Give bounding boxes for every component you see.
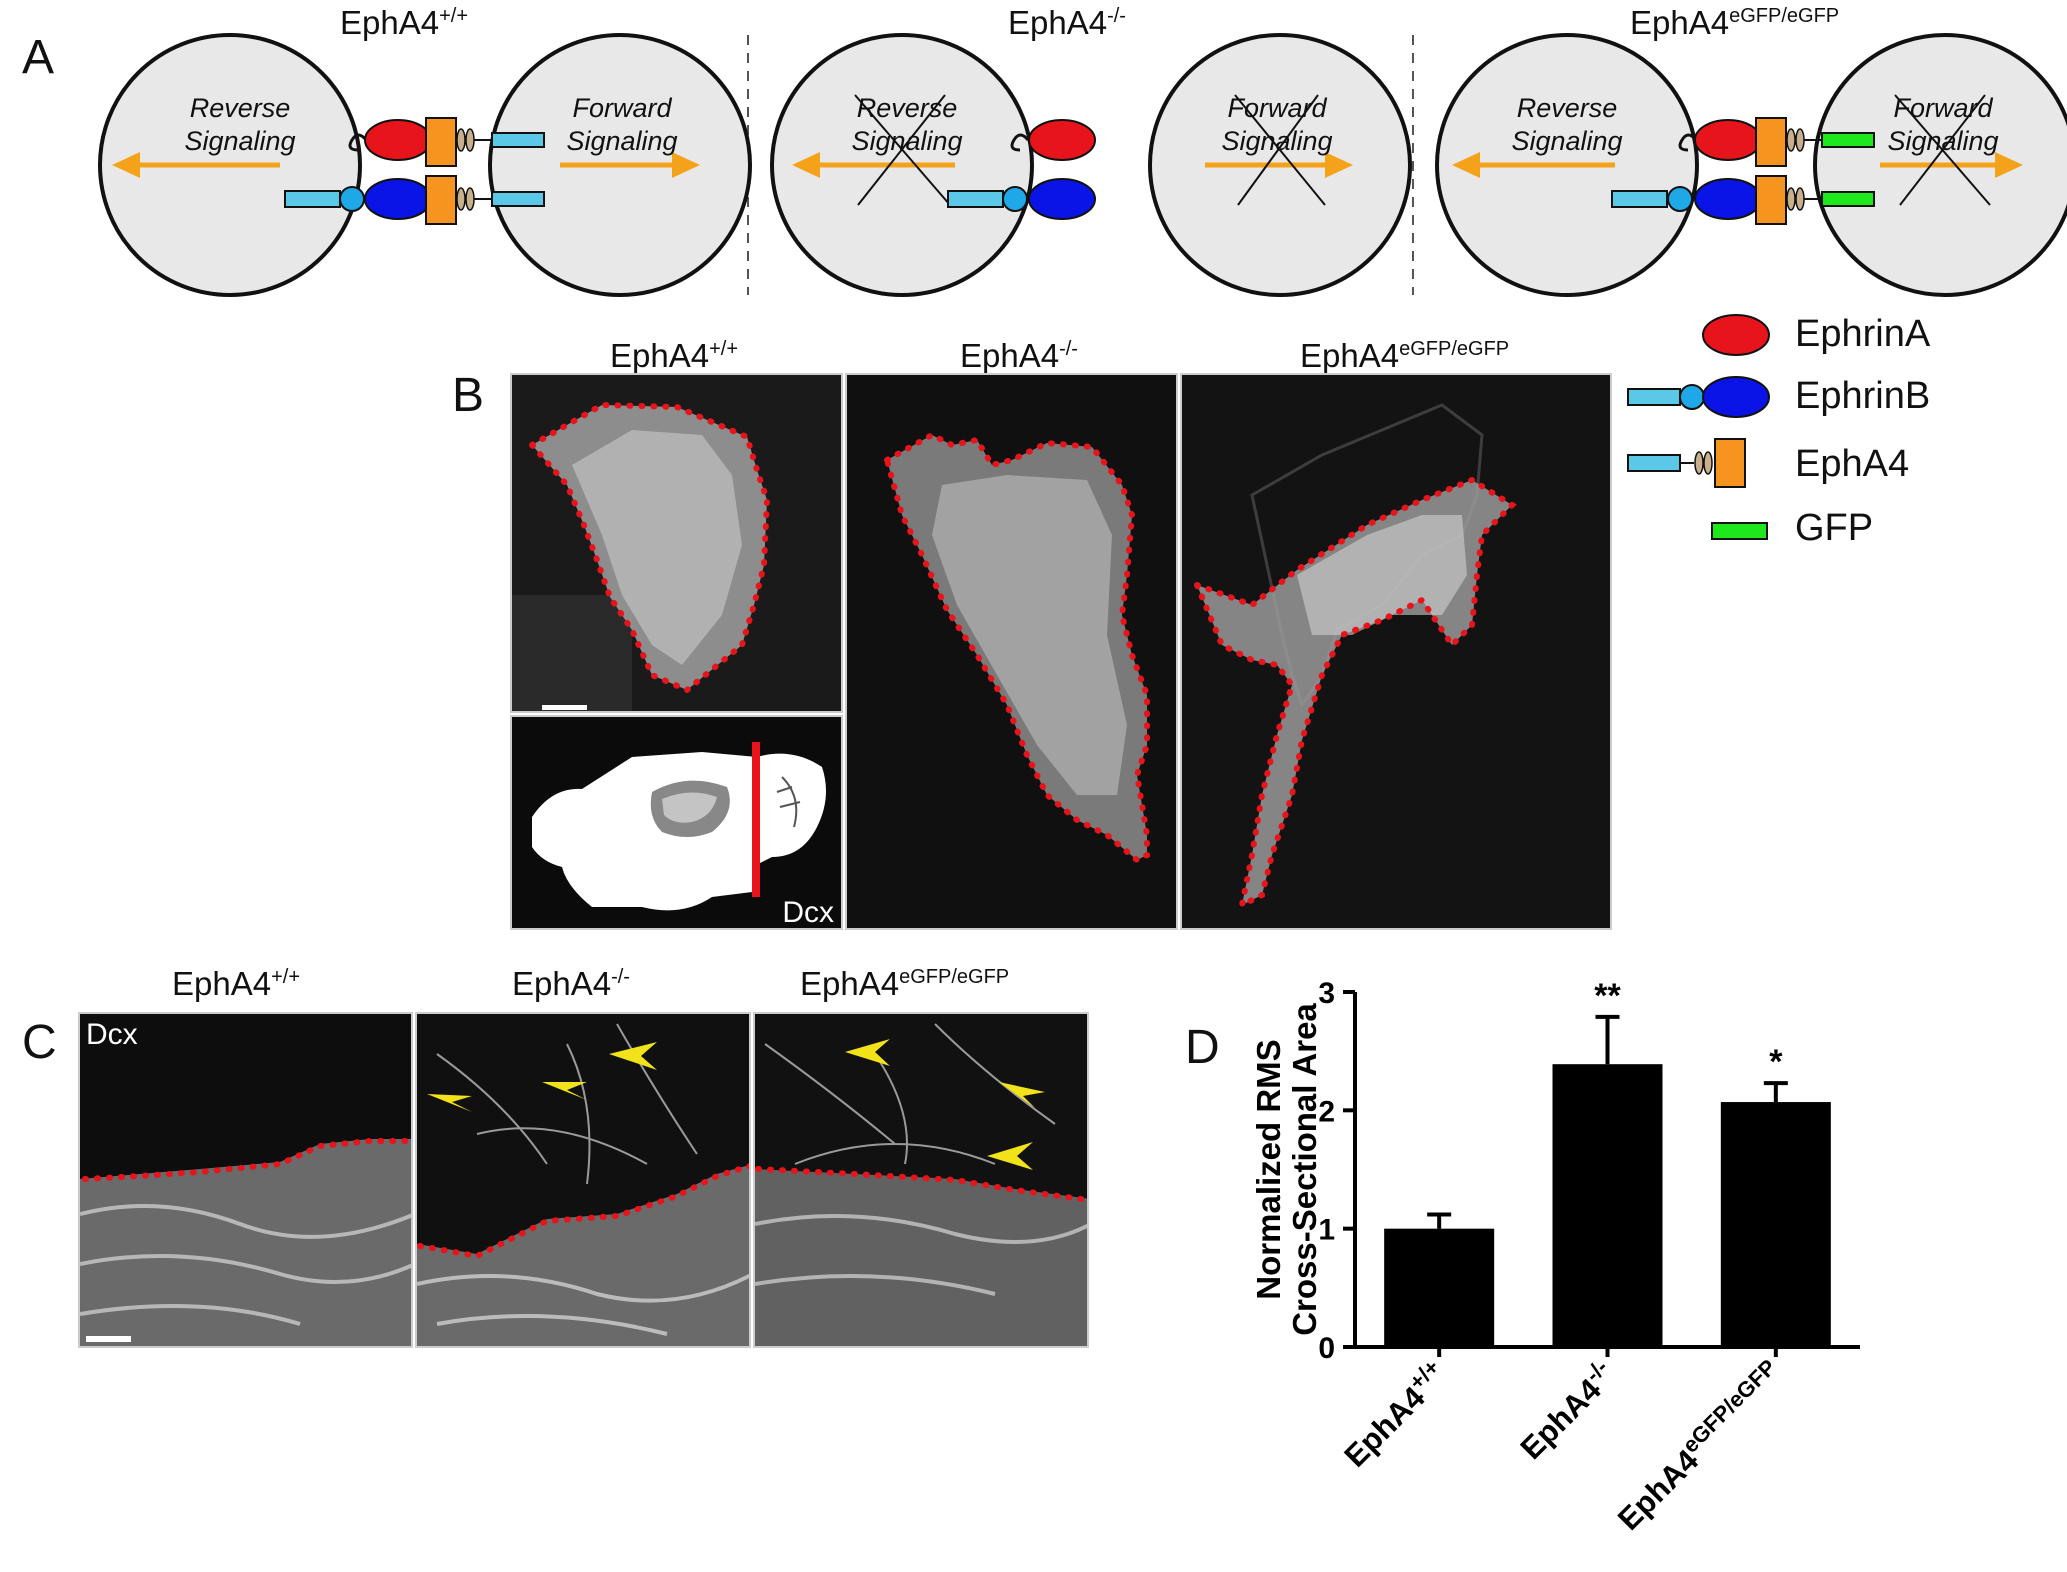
y-axis-title: Normalized RMSCross-Sectional Area	[1250, 1003, 1323, 1336]
panel-d-bar-chart: Normalized RMSCross-Sectional Area 0123 …	[1250, 977, 1860, 1537]
panel-c-label: C	[22, 1016, 57, 1069]
legend-ephrinb-symbol	[1702, 376, 1770, 418]
legend-epha4-symbol	[1714, 438, 1746, 488]
panel-a-genotype-ko: EphA4-/-	[1008, 4, 1126, 41]
panel-c-micrograph-egfp	[753, 1012, 1089, 1348]
x-tick-label: EphA4+/+	[1335, 1354, 1455, 1474]
arrowhead-4	[845, 1039, 890, 1066]
panel-c-genotype-ko: EphA4-/-	[512, 965, 630, 1002]
panel-a-genotype-wt: EphA4+/+	[340, 4, 469, 41]
legend-epha4-label: EphA4	[1795, 443, 1910, 485]
panel-b-micrograph-wt	[510, 373, 843, 713]
significance-marker: **	[1594, 977, 1621, 1015]
panel-b-genotype-wt: EphA4+/+	[610, 337, 739, 374]
legend-ephrina-symbol	[1702, 314, 1770, 356]
arrowhead-6	[987, 1142, 1033, 1170]
chart-x-tick-labels: EphA4+/+ EphA4-/-EphA4eGFP/eGFP	[1335, 1354, 1791, 1537]
bar	[1552, 1064, 1663, 1347]
legend-ephrina-label: EphrinA	[1795, 313, 1931, 355]
y-tick-label: 0	[1318, 1332, 1335, 1365]
scale-bar-c	[86, 1336, 131, 1342]
panel-b-genotype-ko: EphA4-/-	[960, 337, 1078, 374]
ephrina-ko	[1028, 119, 1096, 161]
y-tick-label: 2	[1318, 1095, 1335, 1128]
panel-c-genotype-egfp: EphA4eGFP/eGFP	[800, 965, 1010, 1002]
panel-b-micrograph-egfp	[1180, 373, 1612, 930]
reverse-signaling-egfp: Reverse Signaling	[1511, 93, 1623, 156]
ephrinb-wt	[364, 178, 432, 220]
bar	[1720, 1102, 1831, 1347]
arrowhead-1	[427, 1094, 472, 1112]
inset-dcx-label: Dcx	[782, 896, 834, 929]
panel-d-label: D	[1185, 1021, 1220, 1074]
panel-c-dcx-label: Dcx	[86, 1018, 138, 1051]
y-tick-label: 1	[1318, 1214, 1335, 1247]
panel-a-label: A	[22, 31, 55, 84]
arrowhead-3	[609, 1042, 657, 1070]
chart-y-axis-label: Normalized RMSCross-Sectional Area	[1250, 1003, 1323, 1336]
x-tick-label: EphA4-/-	[1511, 1354, 1623, 1466]
reverse-signaling-ko: Reverse Signaling	[851, 93, 963, 156]
ephrina-wt	[364, 119, 432, 161]
panel-a-schematic	[98, 33, 2067, 297]
forward-signaling-ko: Forward Signaling	[1221, 93, 1333, 156]
panel-b-label: B	[452, 369, 485, 422]
panel-a-genotype-egfp: EphA4eGFP/eGFP	[1630, 4, 1840, 41]
legend-gfp-label: GFP	[1795, 507, 1874, 549]
bar	[1384, 1228, 1495, 1347]
arrowhead-2	[542, 1082, 587, 1100]
x-tick-label: EphA4eGFP/eGFP	[1608, 1354, 1791, 1537]
reverse-signaling-wt: Reverse Signaling	[184, 93, 296, 156]
significance-marker: *	[1769, 1043, 1783, 1081]
ephrinb-egfp	[1694, 178, 1762, 220]
ephrina-egfp	[1694, 119, 1762, 161]
panel-b-micrograph-ko	[845, 373, 1178, 930]
forward-signaling-wt: Forward Signaling	[566, 93, 678, 156]
section-plane-line	[752, 742, 760, 897]
y-tick-label: 3	[1318, 977, 1335, 1010]
forward-signaling-egfp: Forward Signaling	[1887, 93, 1999, 156]
ephrinb-ko	[1028, 178, 1096, 220]
panel-b-genotype-egfp: EphA4eGFP/eGFP	[1300, 337, 1510, 374]
panel-b-brain-inset: Dcx	[510, 715, 843, 930]
legend-symbols	[1627, 314, 1770, 540]
legend-ephrinb-label: EphrinB	[1795, 375, 1931, 417]
panel-c-micrograph-wt: Dcx	[78, 1012, 413, 1348]
legend-gfp-symbol	[1711, 522, 1768, 540]
panel-c-micrograph-ko	[415, 1012, 751, 1348]
arrowhead-5	[999, 1082, 1045, 1108]
scale-bar-b	[542, 705, 587, 710]
panel-c-genotype-wt: EphA4+/+	[172, 965, 301, 1002]
chart-bars: ***	[1384, 977, 1831, 1347]
